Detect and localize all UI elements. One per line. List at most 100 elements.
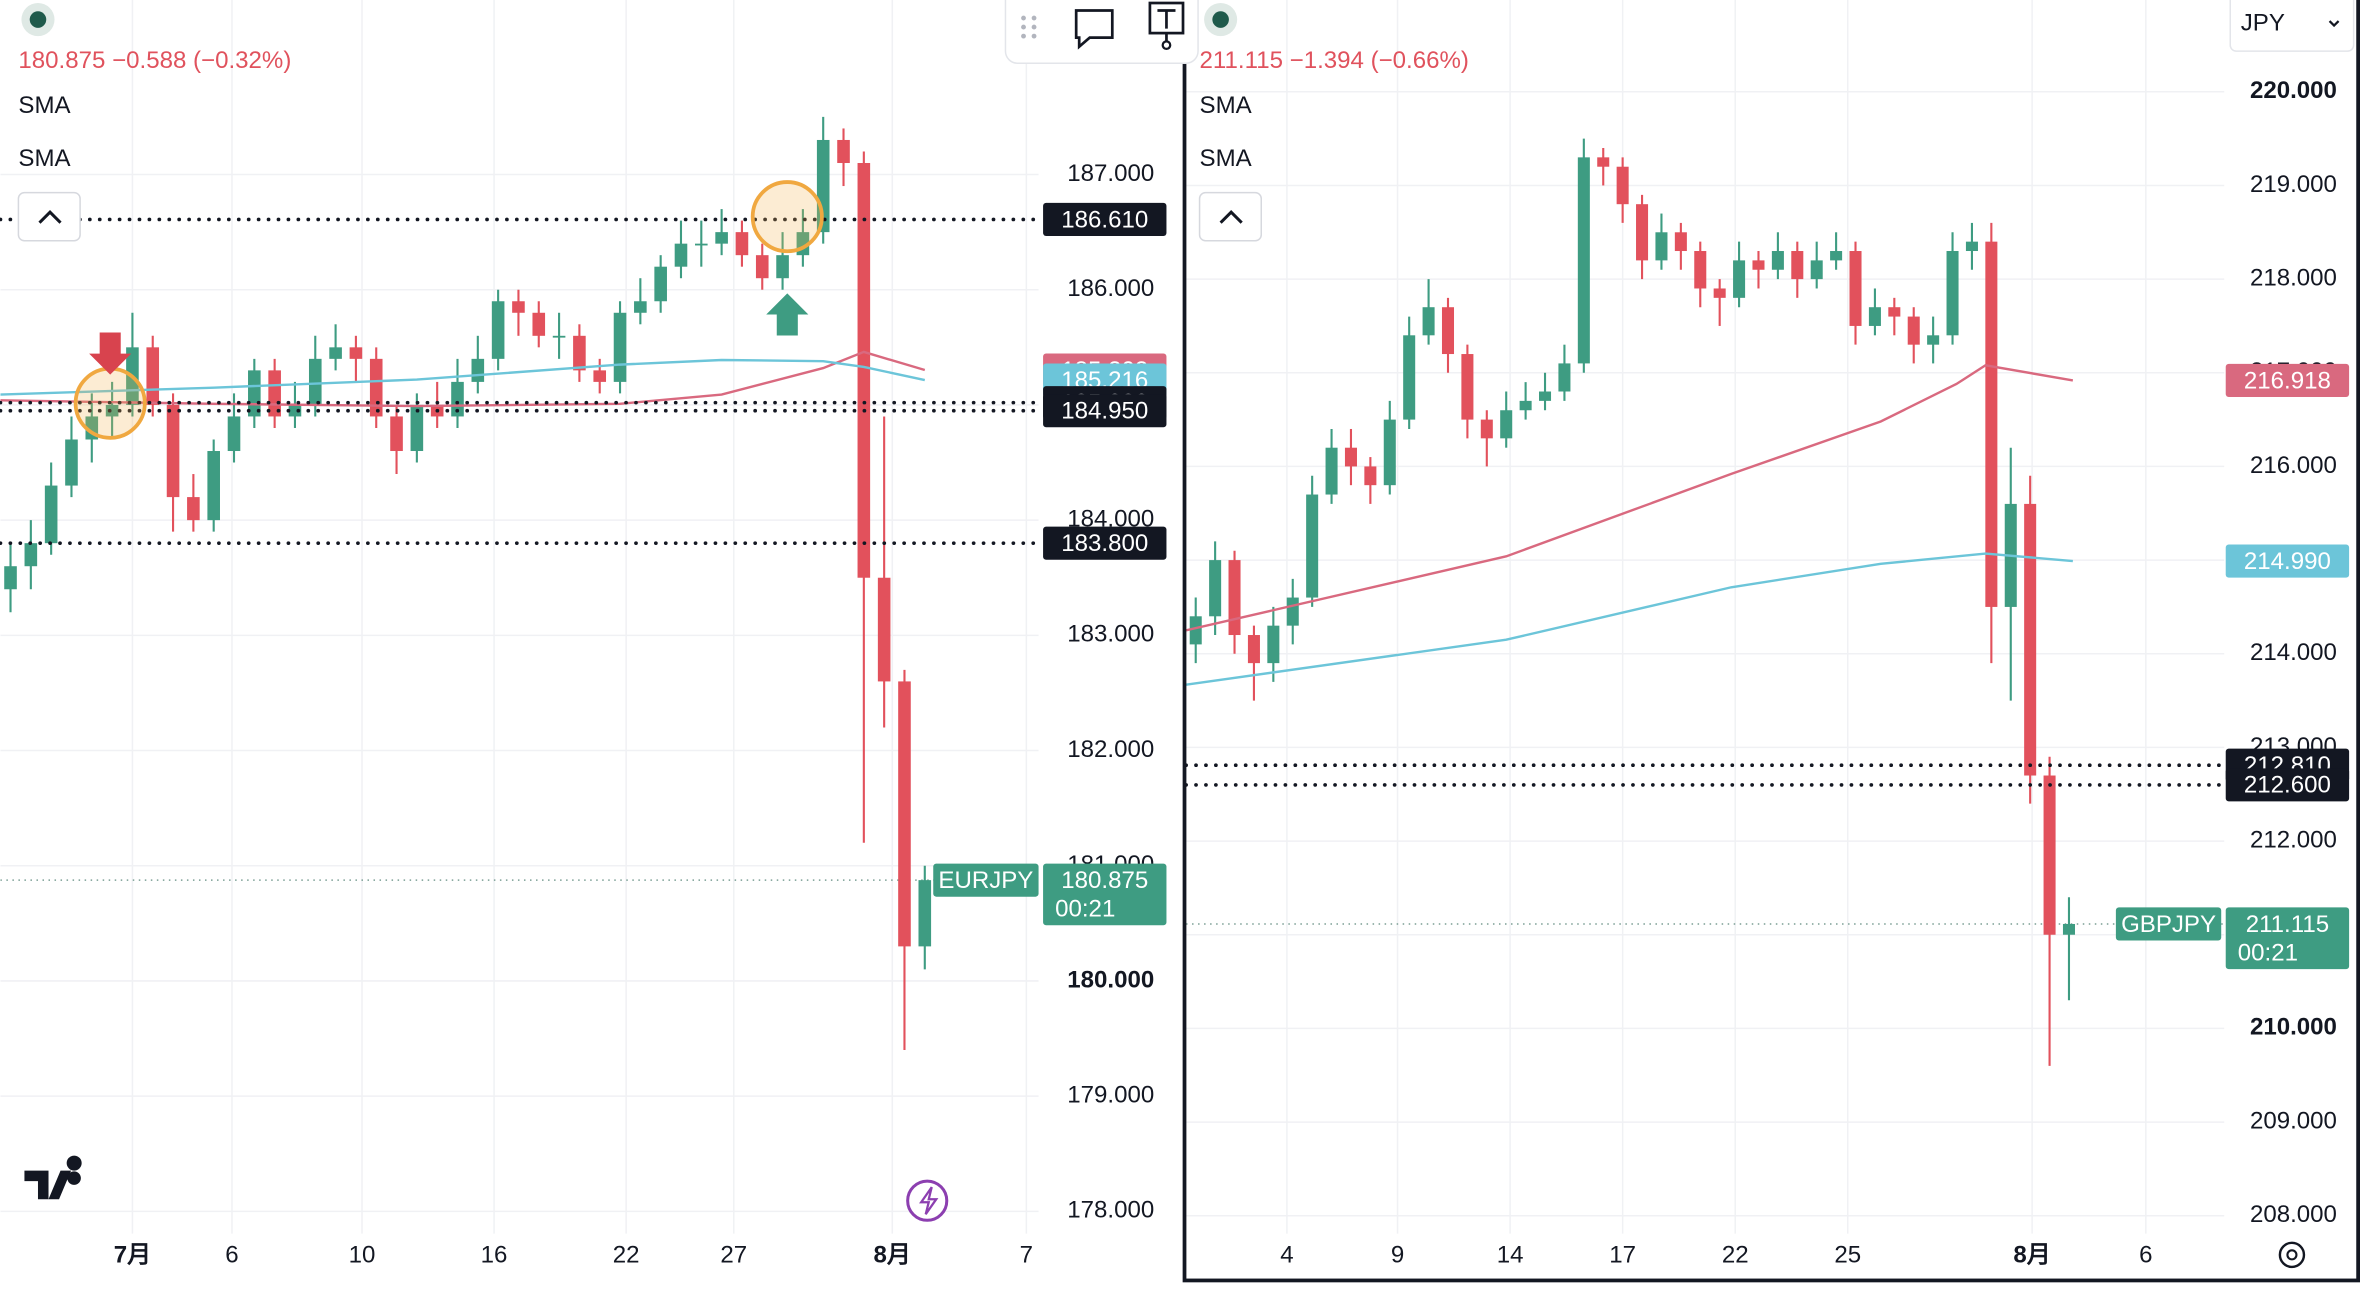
candle-body (512, 301, 525, 313)
candle-body (1209, 560, 1222, 617)
buy-arrow[interactable] (766, 293, 809, 336)
candle-body (1519, 400, 1532, 411)
status-dot (29, 11, 47, 28)
candle-body (187, 497, 200, 521)
candle-body (552, 335, 566, 338)
sma-price-box (2225, 544, 2350, 578)
x-tick-label: 8月 (874, 1242, 911, 1269)
brand-logo-dot (67, 1171, 81, 1185)
y-tick-label: 178.000 (1067, 1197, 1154, 1224)
collapse-button[interactable] (17, 191, 81, 242)
candle-body (1752, 260, 1765, 270)
y-tick-label: 214.000 (2250, 639, 2337, 666)
candle-body (349, 347, 363, 359)
candle-body (105, 404, 119, 417)
candle-body (227, 416, 241, 452)
status-dot (1212, 11, 1229, 28)
candle-body (1286, 597, 1299, 626)
x-tick-label: 10 (349, 1242, 376, 1269)
candle-body (1558, 363, 1571, 392)
candle-body (735, 232, 749, 256)
x-tick-label: 14 (1497, 1242, 1524, 1269)
y-tick-label: 187.000 (1067, 160, 1154, 187)
candle-body (634, 301, 647, 313)
candle-body (1403, 335, 1416, 420)
sma-price-label: 214.990 (2244, 548, 2331, 575)
candle-body (1849, 251, 1862, 326)
candle-body (1306, 494, 1319, 598)
candle-body (1364, 466, 1377, 486)
dropdown-chevron (2328, 20, 2340, 28)
candle-body (369, 358, 383, 417)
sma-price-label: 216.918 (2244, 367, 2331, 394)
legend-entry: SMA (18, 145, 70, 172)
y-tick-label: 182.000 (1067, 736, 1154, 763)
symbol-box (2115, 907, 2222, 941)
candle-body (1830, 251, 1843, 261)
candle-body (1868, 307, 1881, 326)
sma-line (0, 358, 926, 396)
candle-body (1441, 307, 1455, 355)
candle-body (1965, 241, 1978, 252)
charts: 178.000179.000180.000181.000182.000183.0… (0, 0, 2350, 1269)
events-button[interactable] (906, 1179, 949, 1222)
candle-body (1694, 251, 1707, 289)
comment-tool[interactable] (1074, 9, 1114, 50)
candle-body (146, 347, 160, 405)
candle-body (1325, 447, 1338, 495)
candle-body (4, 566, 17, 590)
highlight-circle[interactable] (750, 180, 824, 254)
candle-body (1888, 307, 1901, 317)
candle-body (755, 255, 769, 279)
drag-handle[interactable] (1021, 15, 1037, 39)
y-tick-label: 216.000 (2250, 452, 2337, 479)
legend-entry: SMA (18, 92, 70, 119)
settings-button[interactable] (2278, 1241, 2306, 1269)
candle-body (1733, 260, 1746, 298)
collapse-button[interactable] (1198, 191, 1263, 242)
sma-price-box (2225, 363, 2350, 398)
line-price-label: 183.800 (1061, 530, 1148, 557)
x-tick-label: 6 (225, 1242, 238, 1269)
highlight-circle[interactable] (73, 366, 147, 440)
candle-body (491, 301, 505, 359)
candle-body (1228, 560, 1241, 636)
candle-body (471, 358, 485, 382)
candle-body (1461, 354, 1474, 420)
x-tick-label: 6 (2139, 1242, 2152, 1269)
candle-body (1344, 447, 1357, 467)
last-price-box (1043, 863, 1167, 926)
candle-body (532, 312, 546, 336)
candle-body (898, 681, 911, 947)
candle-body (695, 243, 708, 246)
candle-body (877, 577, 891, 682)
line-price-label: 212.600 (2244, 772, 2331, 799)
candle-body (654, 266, 667, 302)
x-tick-label: 7 (1020, 1242, 1033, 1269)
y-tick-label: 186.000 (1067, 275, 1154, 302)
brand-logo[interactable] (24, 1155, 82, 1200)
candle-body (308, 358, 322, 405)
candle-body (2024, 503, 2037, 776)
line-price-box (1043, 202, 1167, 237)
x-tick-label: 4 (1280, 1242, 1293, 1269)
candle-body (451, 381, 464, 417)
line-price-box (1043, 526, 1167, 560)
x-tick-label: 27 (720, 1242, 747, 1269)
currency-dropdown[interactable] (2229, 0, 2355, 52)
currency-label: JPY (2241, 9, 2285, 36)
candle-body (410, 404, 424, 452)
y-tick-label: 210.000 (2250, 1014, 2337, 1041)
y-tick-label: 220.000 (2250, 77, 2337, 104)
y-tick-label: 208.000 (2250, 1201, 2337, 1228)
y-tick-label: 180.000 (1067, 966, 1154, 993)
candle-body (1539, 391, 1552, 401)
candle-body (918, 880, 932, 947)
y-tick-label: 218.000 (2250, 264, 2337, 291)
plot (1186, 0, 2225, 1234)
y-tick-label: 219.000 (2250, 171, 2337, 198)
active-chart-frame (1182, 0, 2360, 1283)
candle-body (1422, 307, 1435, 336)
